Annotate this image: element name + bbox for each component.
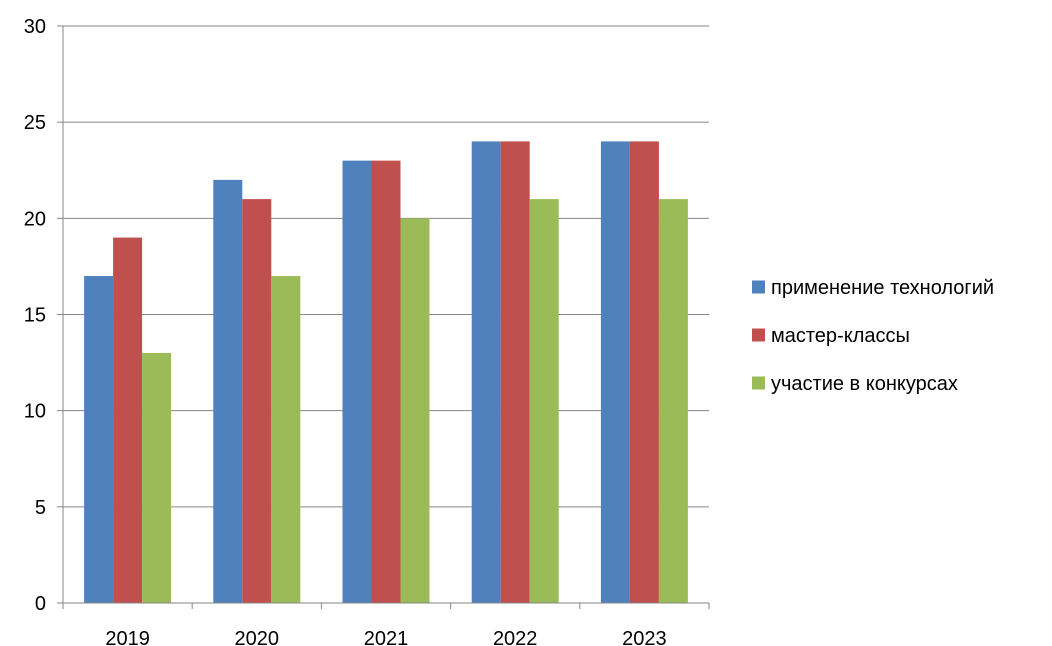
bar-2022-series-2 [529,199,559,603]
axes [57,25,710,609]
bar-2021-series-1 [371,160,401,603]
legend-swatch-series-2 [752,376,765,390]
y-tick-labels: 0 5 10 15 20 25 30 [24,16,46,615]
y-tick-label: 25 [24,112,46,134]
bar-2021-series-0 [342,160,372,603]
y-tick-label: 0 [35,593,46,615]
bar-2022-series-1 [500,141,530,603]
legend-swatch-series-0 [752,280,765,294]
bar-2020-series-1 [242,199,272,603]
bar-2022-series-0 [471,141,501,603]
y-tick-label: 5 [35,497,46,519]
x-tick-labels: 2019 2020 2021 2022 2023 [105,628,666,646]
y-tick-label: 10 [24,401,46,423]
bar-2019-series-0 [84,276,114,603]
bars [84,141,688,604]
legend: применение технологий мастер-классы участи… [752,277,994,395]
bar-2020-series-0 [213,179,243,603]
legend-label-series-2: участие в конкурсах [771,373,958,395]
y-tick-label: 30 [24,16,46,38]
bar-2023-series-2 [658,199,688,603]
y-tick-label: 15 [24,305,46,327]
bar-2021-series-2 [400,218,430,604]
bar-2020-series-2 [271,276,301,603]
bar-2019-series-1 [113,237,143,604]
legend-label-series-0: применение технологий [771,277,994,299]
x-tick-label: 2020 [235,628,280,646]
x-tick-label: 2023 [622,628,667,646]
legend-swatch-series-1 [752,328,765,342]
legend-label-series-1: мастер-классы [771,325,910,347]
bar-2023-series-0 [600,141,630,603]
bar-2019-series-2 [142,352,172,603]
x-tick-label: 2019 [105,628,150,646]
x-tick-label: 2022 [493,628,538,646]
bar-2023-series-1 [629,141,659,603]
y-tick-label: 20 [24,208,46,230]
x-tick-label: 2021 [364,628,409,646]
